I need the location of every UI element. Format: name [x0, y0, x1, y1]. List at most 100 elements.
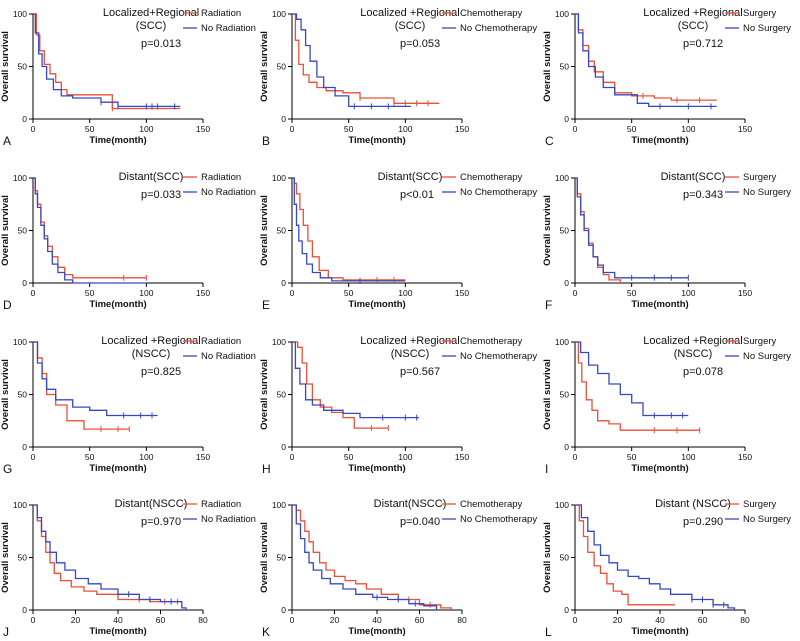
survival-curve-no-treatment: [575, 13, 717, 108]
legend-label: Surgery: [743, 172, 777, 183]
x-tick-label: 100: [139, 288, 153, 298]
panel-title: Localized +Regional: [643, 7, 742, 19]
legend-label: Chemotherapy: [460, 499, 523, 510]
y-tick-label: 0: [281, 605, 286, 615]
x-tick-label: 0: [31, 124, 36, 134]
x-tick-label: 60: [698, 615, 708, 625]
y-tick-label: 0: [281, 114, 286, 124]
x-tick-label: 150: [738, 452, 752, 462]
panel-title: (SCC): [395, 20, 426, 32]
panel-k: 0 20 40 60 80 0 50 100 Time(month) Overall surviv…: [259, 498, 537, 639]
x-tick-label: 50: [85, 124, 95, 134]
y-tick-label: 50: [18, 62, 28, 72]
survival-curve-treatment: [33, 341, 130, 430]
y-tick-label: 0: [281, 442, 286, 452]
x-tick-label: 50: [85, 452, 95, 462]
x-axis-label: Time(month): [89, 463, 146, 474]
y-tick-label: 100: [272, 173, 286, 183]
x-tick-label: 150: [455, 288, 469, 298]
x-tick-label: 100: [398, 452, 412, 462]
legend-label: No Radiation: [201, 23, 256, 34]
legend-label: No Surgery: [743, 23, 791, 34]
y-axis-label: Overall survival: [542, 195, 553, 266]
y-tick-label: 100: [272, 337, 286, 347]
x-tick-label: 150: [455, 124, 469, 134]
panel-label: A: [3, 134, 11, 148]
y-tick-label: 0: [564, 114, 569, 124]
p-value: p=0.013: [141, 38, 181, 50]
y-tick-label: 0: [564, 278, 569, 288]
survival-curve-no-treatment: [292, 177, 406, 282]
x-tick-label: 80: [740, 615, 750, 625]
x-tick-label: 20: [613, 615, 623, 625]
x-tick-label: 100: [681, 124, 695, 134]
legend-label: No Chemotherapy: [460, 351, 537, 362]
panel-title: Localized +Regional: [360, 7, 459, 19]
x-tick-label: 0: [573, 288, 578, 298]
x-tick-label: 60: [415, 615, 425, 625]
x-axis-label: Time(month): [89, 135, 146, 146]
survival-curve-no-treatment: [33, 504, 187, 610]
panel-title: (NSCC): [132, 348, 171, 360]
y-tick-label: 100: [13, 173, 27, 183]
legend-label: No Radiation: [201, 514, 256, 525]
y-axis-label: Overall survival: [259, 31, 270, 102]
legend-label: Surgery: [743, 8, 777, 19]
y-tick-label: 50: [560, 553, 570, 563]
survival-curve-no-treatment: [575, 177, 689, 279]
y-tick-label: 100: [13, 337, 27, 347]
x-tick-label: 100: [681, 452, 695, 462]
x-tick-label: 60: [156, 615, 166, 625]
survival-curve-treatment: [575, 504, 675, 606]
p-value: p=0.040: [400, 516, 440, 528]
y-axis-label: Overall survival: [542, 31, 553, 102]
survival-curve-treatment: [292, 341, 389, 429]
survival-curve-treatment: [575, 177, 621, 283]
legend-label: No Surgery: [743, 187, 791, 198]
p-value: p=0.033: [141, 189, 181, 201]
y-axis-label: Overall survival: [0, 195, 11, 266]
panel-title: (NSCC): [391, 348, 430, 360]
p-value: p=0.567: [400, 366, 440, 378]
legend-label: No Chemotherapy: [460, 514, 537, 525]
x-tick-label: 150: [196, 124, 210, 134]
y-tick-label: 50: [18, 390, 28, 400]
y-tick-label: 100: [555, 173, 569, 183]
legend-label: Radiation: [201, 8, 241, 19]
y-tick-label: 50: [560, 226, 570, 236]
survival-curve-no-treatment: [292, 504, 438, 610]
x-tick-label: 100: [681, 288, 695, 298]
survival-curve-treatment: [292, 504, 453, 610]
survival-curve-treatment: [292, 177, 406, 281]
p-value: p=0.970: [141, 516, 181, 528]
survival-curve-treatment: [33, 504, 182, 603]
y-tick-label: 0: [22, 278, 27, 288]
x-tick-label: 20: [71, 615, 81, 625]
y-axis-label: Overall survival: [542, 359, 553, 430]
x-tick-label: 100: [139, 124, 153, 134]
y-tick-label: 50: [277, 390, 287, 400]
x-tick-label: 150: [738, 124, 752, 134]
y-axis-label: Overall survival: [259, 359, 270, 430]
legend-label: Radiation: [201, 499, 241, 510]
y-tick-label: 100: [555, 500, 569, 510]
legend-label: No Surgery: [743, 351, 791, 362]
y-tick-label: 50: [18, 226, 28, 236]
y-tick-label: 100: [272, 500, 286, 510]
legend-label: No Radiation: [201, 187, 256, 198]
x-tick-label: 100: [398, 288, 412, 298]
survival-curve-no-treatment: [575, 341, 689, 417]
survival-curve-no-treatment: [575, 504, 736, 610]
panel-title: Distant(SCC): [378, 171, 443, 183]
x-tick-label: 50: [344, 452, 354, 462]
x-axis-label: Time(month): [348, 299, 405, 310]
x-axis-label: Time(month): [631, 299, 688, 310]
legend-label: No Chemotherapy: [460, 187, 537, 198]
